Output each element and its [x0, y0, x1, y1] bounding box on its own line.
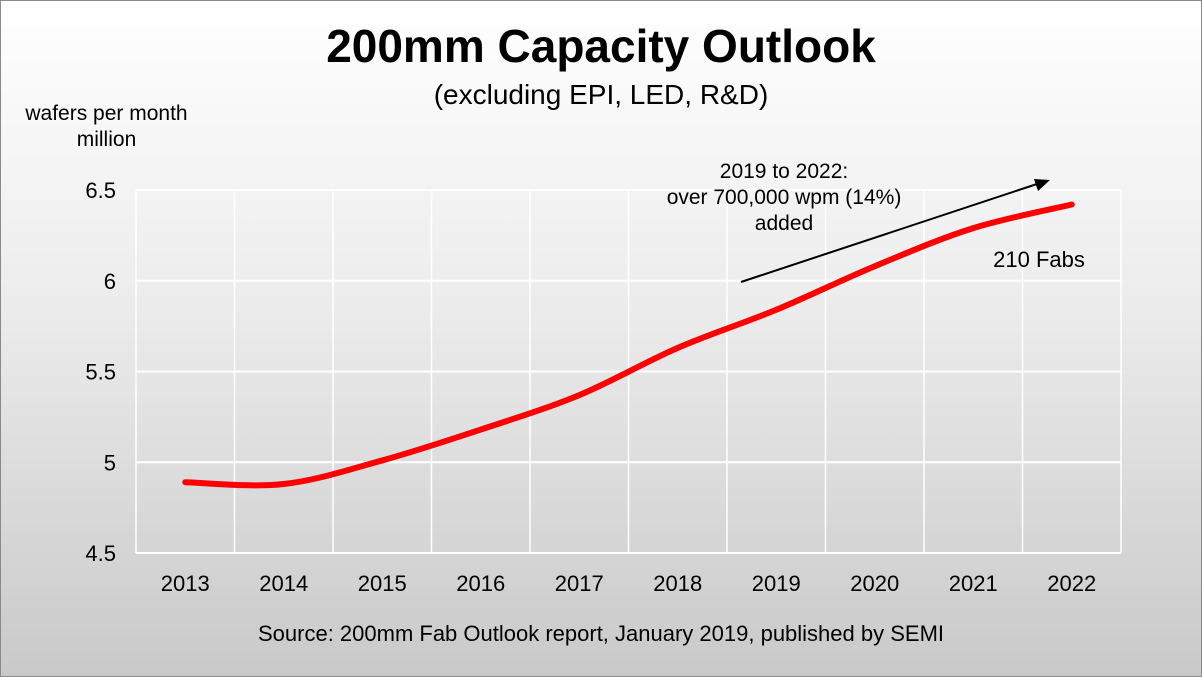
chart-title: 200mm Capacity Outlook — [326, 20, 876, 72]
annotation-text-line: 2019 to 2022: — [720, 160, 848, 183]
series-line — [182, 201, 1075, 489]
y-tick-label: 6.5 — [85, 178, 116, 203]
annotation-arrow-shaft — [740, 183, 1038, 283]
fabs-annotation: 210 Fabs — [993, 247, 1085, 272]
y-axis-label-line-2: million — [76, 128, 137, 151]
y-axis-label-line-1: wafers per month — [25, 102, 188, 125]
annotation-text-line: over 700,000 wpm (14%) — [667, 186, 902, 209]
grid-lines — [135, 189, 1122, 554]
x-tick-label: 2018 — [653, 571, 702, 596]
x-tick-label: 2015 — [358, 571, 407, 596]
x-tick-labels: 2013 2014 2015 2016 2017 2018 2019 2020 2021 2022 — [161, 571, 1096, 596]
annotation-text-line: added — [755, 212, 813, 235]
chart-subtitle: (excluding EPI, LED, R&D) — [433, 79, 769, 110]
y-tick-label: 5.5 — [85, 360, 116, 385]
x-tick-label: 2014 — [259, 571, 308, 596]
annotations: 2019 to 2022: over 700,000 wpm (14%) added… — [667, 160, 1085, 283]
x-tick-label: 2020 — [850, 571, 899, 596]
x-tick-label: 2021 — [949, 571, 998, 596]
y-tick-label: 6 — [104, 269, 116, 294]
y-tick-label: 4.5 — [85, 541, 116, 566]
series-layer — [182, 201, 1075, 489]
y-tick-label: 5 — [104, 450, 116, 475]
x-tick-label: 2022 — [1047, 571, 1096, 596]
source-note: Source: 200mm Fab Outlook report, Januar… — [257, 621, 945, 646]
y-axis-label: wafers per month million — [19, 101, 194, 153]
y-tick-labels: 4.5 5 5.5 6 6.5 — [85, 178, 116, 566]
x-tick-label: 2017 — [555, 571, 604, 596]
x-tick-label: 2019 — [752, 571, 801, 596]
x-tick-label: 2013 — [161, 571, 210, 596]
annotation-arrow-head — [1034, 179, 1050, 191]
x-tick-label: 2016 — [456, 571, 505, 596]
